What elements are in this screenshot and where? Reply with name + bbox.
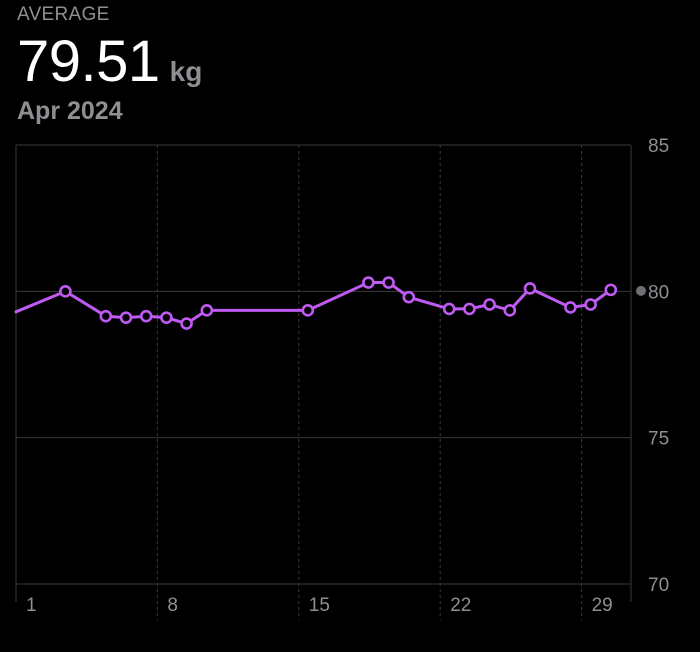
data-point[interactable] <box>523 282 537 295</box>
y-tick-label-85: 85 <box>648 136 669 157</box>
y-tick-label-75: 75 <box>648 429 669 450</box>
data-point[interactable] <box>139 309 153 323</box>
data-point[interactable] <box>119 311 133 324</box>
data-point[interactable] <box>503 304 517 317</box>
data-point[interactable] <box>463 302 476 316</box>
data-point[interactable] <box>382 276 395 289</box>
data-point[interactable] <box>402 290 416 304</box>
average-label: AVERAGE <box>17 4 110 25</box>
scrub-handle-icon[interactable] <box>636 285 646 296</box>
y-tick-label-70: 70 <box>648 575 669 596</box>
x-tick-label-15: 15 <box>309 595 330 616</box>
data-point[interactable] <box>362 276 375 289</box>
data-point[interactable] <box>584 298 597 311</box>
summary-header: AVERAGE 79.51 kg Apr 2024 <box>17 4 202 126</box>
average-value-row: 79.51 kg <box>17 32 202 92</box>
x-tick-label-1: 1 <box>26 595 37 616</box>
y-tick-label-80: 80 <box>648 282 669 303</box>
average-value: 79.51 <box>17 29 160 94</box>
data-point[interactable] <box>483 298 496 311</box>
date-range: Apr 2024 <box>17 97 123 125</box>
data-point[interactable] <box>180 317 193 330</box>
data-point[interactable] <box>301 304 315 317</box>
average-unit: kg <box>169 56 203 87</box>
data-point[interactable] <box>160 311 173 324</box>
x-tick-label-8: 8 <box>167 595 178 616</box>
series-layer <box>14 276 646 330</box>
grid-layer <box>15 144 632 620</box>
data-point[interactable] <box>604 283 618 297</box>
data-point[interactable] <box>99 309 113 323</box>
data-point[interactable] <box>442 302 456 316</box>
tick-layer: 70 75 80 85 1 8 15 22 29 <box>26 136 669 616</box>
x-tick-label-29: 29 <box>592 595 613 616</box>
data-point[interactable] <box>564 301 577 314</box>
x-tick-label-22: 22 <box>450 595 471 616</box>
data-point[interactable] <box>200 304 214 317</box>
data-point[interactable] <box>59 285 72 298</box>
